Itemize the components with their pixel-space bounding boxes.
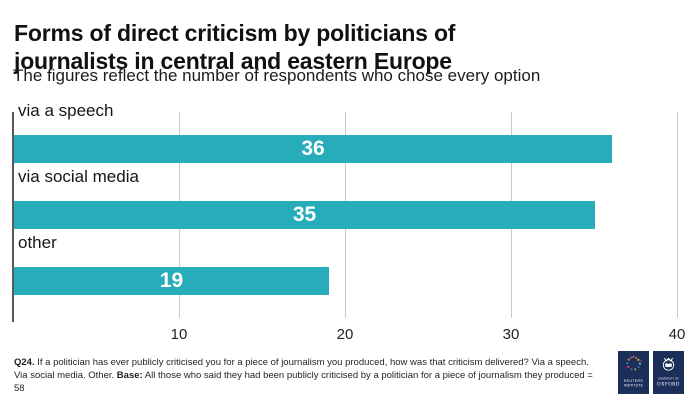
reuters-dot-ring-icon: [626, 355, 642, 371]
source-note: Q24. If a politician has ever publicly c…: [14, 356, 600, 395]
x-tick-label: 10: [170, 326, 188, 343]
oxford-logo-line1: UNIVERSITY OF: [658, 378, 679, 381]
reuters-logo-line2: INSTITUTE: [624, 384, 644, 388]
category-label: via social media: [18, 167, 139, 186]
chart-title: Forms of direct criticism by politicians…: [14, 20, 456, 75]
gridline: [677, 112, 678, 318]
bar-value-label: 36: [301, 137, 325, 160]
bar: 36: [14, 135, 612, 163]
question-label: Q24.: [14, 357, 35, 368]
oxford-logo-line2: OXFORD: [657, 383, 680, 388]
base-text: All those who said they had been publicl…: [14, 370, 593, 394]
oxford-crest-icon: [662, 357, 675, 371]
category-label: via a speech: [18, 101, 114, 120]
reuters-institute-logo: REUTERS INSTITUTE: [618, 351, 649, 394]
logo-strip: REUTERS INSTITUTE UNIVERSITY OF OXFORD: [618, 351, 684, 394]
chart-subtitle: The figures reflect the number of respon…: [13, 66, 541, 85]
reuters-logo-line1: REUTERS: [624, 379, 643, 383]
oxford-logo: UNIVERSITY OF OXFORD: [653, 351, 684, 394]
bar-value-label: 35: [292, 203, 317, 226]
bar: 35: [14, 201, 595, 229]
x-tick-label: 40: [668, 326, 686, 343]
question-text: If a politician has ever publicly critic…: [14, 357, 589, 381]
bar: 19: [14, 267, 329, 295]
base-label: Base:: [116, 370, 143, 381]
x-tick-label: 30: [502, 326, 520, 343]
bar-value-label: 19: [159, 269, 184, 292]
category-label: other: [18, 233, 57, 252]
y-axis-line: [12, 112, 14, 322]
x-tick-label: 20: [336, 326, 354, 343]
